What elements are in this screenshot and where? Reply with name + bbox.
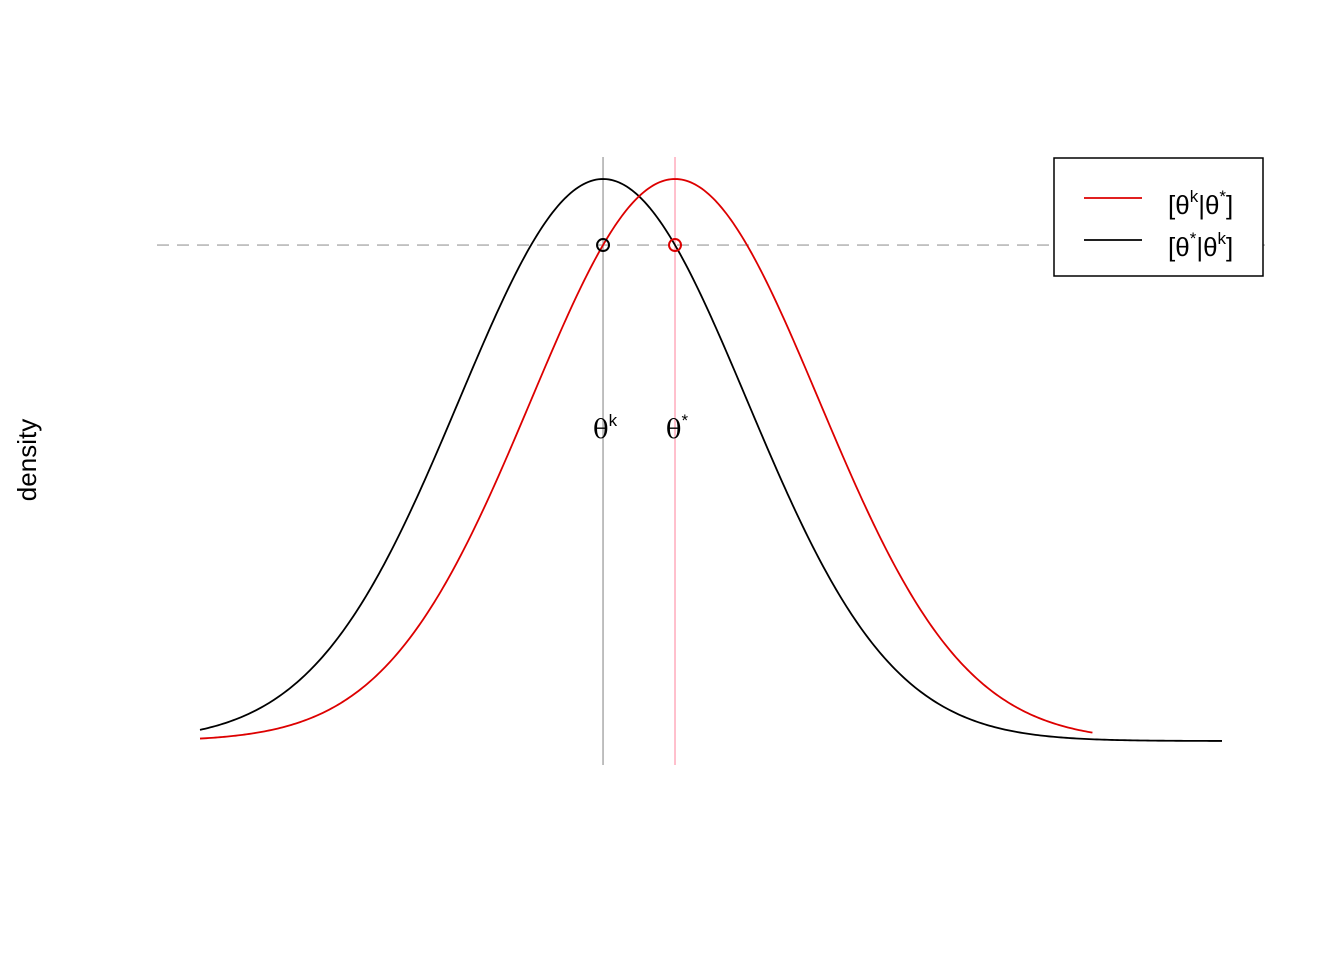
legend-entry-red: [θk|θ*] [1168,187,1233,220]
theta-k-label: θk [593,411,618,445]
legend-red-part1: [θ [1168,190,1190,220]
y-axis-label: density [12,419,42,501]
point-theta-star [668,238,683,253]
theta-star-label: θ* [666,411,689,445]
series-theta-k-given-theta-star-curve [199,178,1093,740]
legend-red-sup1: k [1190,187,1199,206]
legend-black-sup2: k [1218,229,1227,248]
legend-black-part3: ] [1226,232,1233,262]
legend: [θk|θ*] [θ*|θk] [1053,157,1264,277]
legend-box [1053,157,1264,277]
theta-k-label-sup: k [609,411,618,430]
legend-red-sup2: * [1219,187,1226,206]
point-theta-k [596,238,611,253]
theta-k-label-base: θ [593,415,609,445]
theta-star-label-sup: * [682,411,689,430]
legend-black-part1: [θ [1168,232,1190,262]
legend-black-part2: |θ [1196,232,1217,262]
legend-entry-black: [θ*|θk] [1168,229,1233,262]
theta-star-label-base: θ [666,415,682,445]
legend-red-part3: ] [1226,190,1233,220]
legend-red-part2: |θ [1198,190,1219,220]
series-theta-star-given-theta-k-curve [199,178,1223,742]
legend-black-sup1: * [1190,229,1197,248]
